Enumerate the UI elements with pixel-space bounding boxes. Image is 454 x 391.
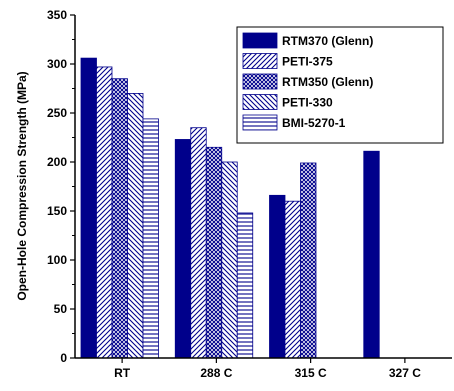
bar-2-1: [284, 200, 301, 359]
bar-0-0: [80, 57, 97, 359]
bars-group: [80, 57, 380, 359]
legend-label-4: BMI-5270-1: [282, 116, 346, 130]
y-tick-label-5: 250: [47, 106, 67, 120]
legend-label-0: RTM370 (Glenn): [282, 34, 373, 48]
legend: RTM370 (Glenn) PETI-375 RTM350 (Glenn) PETI…: [236, 26, 444, 144]
bar-0-1: [96, 66, 113, 359]
bar-0-4: [142, 118, 159, 359]
y-tick-label-0: 0: [60, 351, 67, 365]
legend-swatch-4: [242, 114, 278, 131]
legend-swatch-2: [242, 73, 278, 90]
x-tick-label-3: 327 C: [389, 366, 421, 380]
y-tick-label-6: 300: [47, 57, 67, 71]
x-tick-label-1: 288 C: [200, 366, 232, 380]
bar-1-0: [174, 139, 192, 359]
y-tick-label-2: 100: [47, 253, 67, 267]
axes-group: 0 50 100 150 200 250 300 350 RT 288 C 315 C 327 C: [47, 8, 452, 380]
y-tick-label-4: 200: [47, 155, 67, 169]
bar-1-4: [236, 212, 254, 359]
bar-1-2: [205, 146, 223, 359]
legend-swatch-3: [242, 94, 278, 110]
legend-label-1: PETI-375: [282, 55, 333, 69]
y-tick-label-1: 50: [54, 302, 68, 316]
bar-0-2: [111, 78, 128, 359]
legend-label-3: PETI-330: [282, 96, 333, 110]
bar-1-1: [190, 127, 207, 359]
y-tick-label-3: 150: [47, 204, 67, 218]
legend-swatch-0: [242, 32, 278, 49]
bar-2-0: [269, 194, 286, 359]
legend-swatch-1: [242, 53, 278, 69]
y-tick-label-7: 350: [47, 8, 67, 22]
legend-label-2: RTM350 (Glenn): [282, 75, 373, 89]
bar-2-2: [300, 162, 317, 359]
bar-1-3: [221, 161, 238, 359]
bar-0-3: [127, 93, 144, 359]
y-axis-title: Open-Hole Compression Strength (MPa): [15, 71, 29, 300]
bar-3-0: [363, 150, 380, 359]
x-tick-label-2: 315 C: [295, 366, 327, 380]
x-tick-label-0: RT: [114, 366, 131, 380]
